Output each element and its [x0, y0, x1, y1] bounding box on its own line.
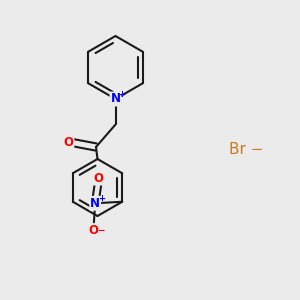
Text: N: N	[90, 197, 100, 210]
Text: O: O	[63, 136, 74, 149]
Text: Br −: Br −	[229, 142, 263, 158]
Text: +: +	[118, 90, 126, 99]
Text: N: N	[110, 92, 121, 106]
Text: −: −	[97, 226, 104, 235]
Text: O: O	[93, 172, 103, 184]
Text: +: +	[98, 194, 105, 203]
Text: O: O	[89, 224, 99, 237]
